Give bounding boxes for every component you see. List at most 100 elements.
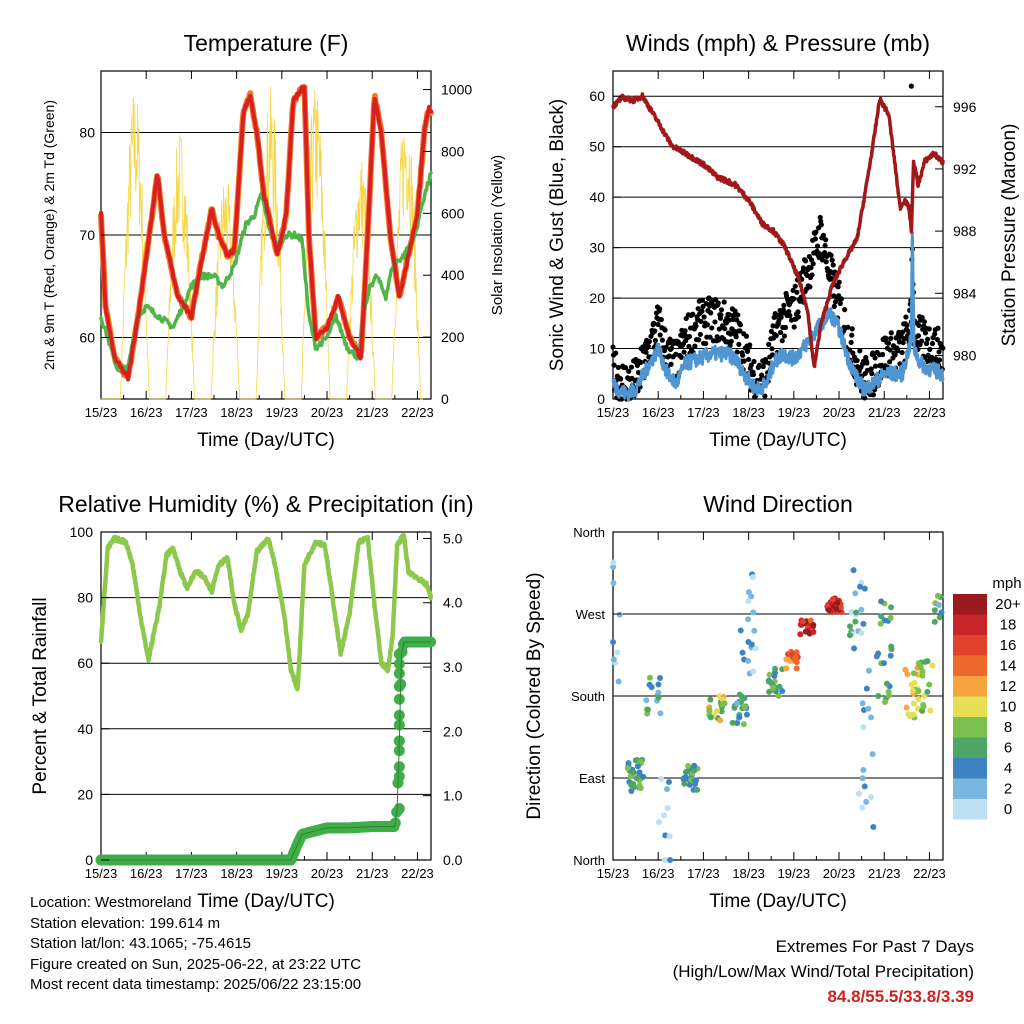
direction-point: [878, 613, 885, 620]
colorbar-label: 8: [1004, 719, 1012, 736]
direction-point: [887, 614, 894, 621]
direction-point: [729, 719, 736, 726]
dir-title: Wind Direction: [703, 491, 853, 517]
direction-point: [858, 606, 865, 613]
gust-point: [634, 362, 641, 369]
direction-point: [633, 775, 640, 782]
precip-point: [393, 693, 405, 705]
rh-xtick-label: 18/23: [220, 866, 253, 881]
direction-point: [859, 804, 866, 811]
dir-xtick-label: 22/23: [913, 866, 946, 881]
gust-point: [750, 371, 757, 378]
temp-ytick-label: 60: [79, 330, 95, 346]
direction-point: [859, 775, 866, 782]
gust-point: [721, 299, 727, 305]
direction-point: [865, 705, 872, 712]
direction-point: [859, 700, 866, 707]
direction-point: [850, 567, 857, 574]
gust-point: [810, 261, 816, 267]
direction-point: [744, 657, 751, 664]
direction-point: [851, 645, 858, 652]
temp-xlabel: Time (Day/UTC): [197, 430, 335, 451]
gust-point: [736, 341, 742, 348]
colorbar-swatch: [953, 737, 987, 758]
extremes-title: Extremes For Past 7 Days: [775, 937, 974, 956]
gust-point: [818, 222, 824, 228]
gust-point: [781, 302, 787, 308]
gust-point: [791, 296, 797, 302]
gust-point: [707, 334, 713, 340]
gust-point: [850, 350, 856, 356]
gust-point: [760, 364, 766, 370]
direction-point: [775, 692, 782, 699]
direction-point: [691, 767, 698, 774]
gust-point: [698, 318, 704, 324]
gust-point: [718, 312, 724, 318]
wind-frame: [612, 70, 944, 400]
gust-point: [638, 359, 644, 365]
direction-point: [630, 780, 637, 787]
precip-line: [100, 641, 432, 861]
gust-point: [936, 349, 942, 355]
rh-ytick-label: 0: [85, 852, 93, 868]
pressure-series: [611, 92, 945, 369]
direction-point: [888, 643, 895, 650]
gust-point: [929, 340, 936, 347]
colorbar-label: 2: [1004, 781, 1012, 798]
rh-xtick-label: 17/23: [175, 866, 208, 881]
gust-point: [837, 300, 843, 307]
gust-point: [831, 293, 837, 299]
wind-xlabel: Time (Day/UTC): [709, 430, 847, 451]
temp-y2tick-label: 200: [441, 329, 465, 345]
direction-point: [929, 662, 936, 669]
colorbar-swatch: [953, 614, 987, 635]
wind-title: Winds (mph) & Pressure (mb): [626, 30, 930, 56]
direction-point: [877, 620, 884, 627]
gust-point: [919, 338, 925, 344]
direction-point: [924, 658, 931, 665]
direction-point: [748, 593, 755, 600]
direction-point: [883, 680, 890, 687]
direction-point: [636, 769, 643, 776]
gust-point: [903, 314, 909, 320]
direction-point: [765, 678, 772, 685]
gust-point: [820, 232, 827, 238]
wind-xtick-label: 17/23: [687, 405, 720, 420]
direction-point: [643, 697, 650, 704]
gust-point: [747, 342, 753, 348]
gust-point: [740, 352, 746, 358]
gust-point: [800, 265, 807, 271]
direction-point: [694, 786, 701, 793]
gust-point: [732, 308, 738, 314]
temp-ytick-label: 70: [79, 227, 95, 243]
gust-point: [734, 349, 740, 355]
rh-ytick-label: 80: [77, 590, 93, 606]
direction-point: [833, 605, 840, 612]
wind-ytick-label: 50: [589, 139, 605, 155]
direction-point: [867, 793, 874, 800]
direction-point: [903, 704, 910, 711]
direction-point: [855, 790, 862, 797]
gust-point: [919, 314, 925, 321]
direction-point: [750, 609, 757, 616]
direction-point: [614, 649, 621, 656]
temp-y2tick-label: 400: [441, 267, 465, 283]
wind-ylabel: Sonic Wind & Gust (Blue, Black): [547, 99, 568, 371]
rh-ylabel: Percent & Total Rainfall: [30, 597, 51, 794]
gust-point: [766, 341, 772, 347]
wind-ytick-label: 0: [597, 391, 605, 407]
gust-point: [906, 328, 912, 335]
gust-point: [936, 357, 943, 363]
gust-point: [940, 345, 946, 351]
gust-point: [880, 351, 886, 358]
direction-point: [825, 607, 832, 614]
direction-point: [863, 685, 870, 692]
gust-point: [773, 333, 779, 339]
gust-point: [626, 368, 632, 374]
gust-point: [870, 392, 876, 398]
gust-point: [657, 332, 663, 338]
direction-point: [793, 665, 800, 672]
gust-point: [795, 309, 801, 315]
wind-ytick-label: 40: [589, 189, 605, 205]
wind-series: [611, 231, 945, 402]
